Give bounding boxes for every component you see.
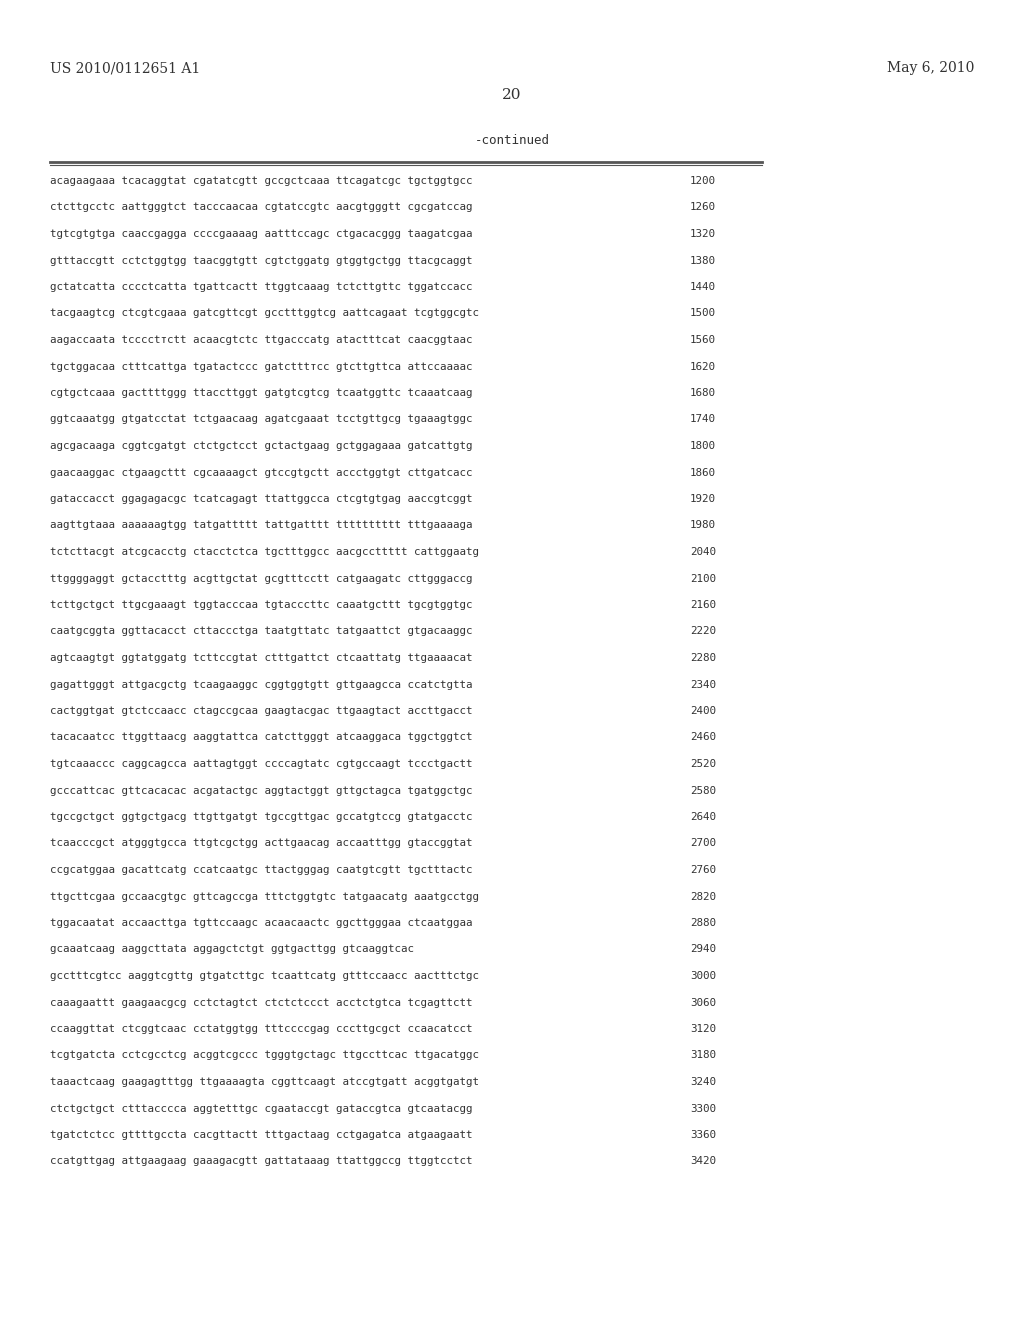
Text: May 6, 2010: May 6, 2010 (887, 61, 974, 75)
Text: tacacaatcc ttggttaacg aaggtattca catcttgggt atcaaggaca tggctggtct: tacacaatcc ttggttaacg aaggtattca catcttg… (50, 733, 472, 742)
Text: 1200: 1200 (690, 176, 716, 186)
Text: 20: 20 (502, 88, 522, 102)
Text: tgtcaaaccc caggcagcca aattagtggt ccccagtatc cgtgccaagt tccctgactt: tgtcaaaccc caggcagcca aattagtggt ccccagt… (50, 759, 472, 770)
Text: caaagaattt gaagaacgcg cctctagtct ctctctccct acctctgtca tcgagttctt: caaagaattt gaagaacgcg cctctagtct ctctctc… (50, 998, 472, 1007)
Text: ctctgctgct ctttacccca aggtetttgc cgaataccgt gataccgtca gtcaatacgg: ctctgctgct ctttacccca aggtetttgc cgaatac… (50, 1104, 472, 1114)
Text: tgccgctgct ggtgctgacg ttgttgatgt tgccgttgac gccatgtccg gtatgacctc: tgccgctgct ggtgctgacg ttgttgatgt tgccgtt… (50, 812, 472, 822)
Text: 2940: 2940 (690, 945, 716, 954)
Text: 2580: 2580 (690, 785, 716, 796)
Text: 1440: 1440 (690, 282, 716, 292)
Text: tctcttacgt atcgcacctg ctacctctca tgctttggcc aacgccttttt cattggaatg: tctcttacgt atcgcacctg ctacctctca tgctttg… (50, 546, 479, 557)
Text: 2280: 2280 (690, 653, 716, 663)
Text: 3060: 3060 (690, 998, 716, 1007)
Text: 1560: 1560 (690, 335, 716, 345)
Text: 2100: 2100 (690, 573, 716, 583)
Text: taaactcaag gaagagtttgg ttgaaaagta cggttcaagt atccgtgatt acggtgatgt: taaactcaag gaagagtttgg ttgaaaagta cggttc… (50, 1077, 479, 1086)
Text: 1380: 1380 (690, 256, 716, 265)
Text: ctcttgcctc aattgggtct tacccaacaa cgtatccgtc aacgtgggtt cgcgatccag: ctcttgcctc aattgggtct tacccaacaa cgtatcc… (50, 202, 472, 213)
Text: 1620: 1620 (690, 362, 716, 371)
Text: tcaacccgct atgggtgcca ttgtcgctgg acttgaacag accaatttgg gtaccggtat: tcaacccgct atgggtgcca ttgtcgctgg acttgaa… (50, 838, 472, 849)
Text: 1800: 1800 (690, 441, 716, 451)
Text: 2700: 2700 (690, 838, 716, 849)
Text: aagaccaata tcccctтctt acaacgtctc ttgacccatg atactttcat caacggtaac: aagaccaata tcccctтctt acaacgtctc ttgaccc… (50, 335, 472, 345)
Text: cgtgctcaaa gacttttggg ttaccttggt gatgtcgtcg tcaatggttc tcaaatcaag: cgtgctcaaa gacttttggg ttaccttggt gatgtcg… (50, 388, 472, 399)
Text: 1920: 1920 (690, 494, 716, 504)
Text: gctatcatta cccctcatta tgattcactt ttggtcaaag tctcttgttc tggatccacc: gctatcatta cccctcatta tgattcactt ttggtca… (50, 282, 472, 292)
Text: gaacaaggac ctgaagcttt cgcaaaagct gtccgtgctt accctggtgt cttgatcacc: gaacaaggac ctgaagcttt cgcaaaagct gtccgtg… (50, 467, 472, 478)
Text: 3180: 3180 (690, 1051, 716, 1060)
Text: 3240: 3240 (690, 1077, 716, 1086)
Text: 1500: 1500 (690, 309, 716, 318)
Text: 1260: 1260 (690, 202, 716, 213)
Text: 2040: 2040 (690, 546, 716, 557)
Text: acagaagaaa tcacaggtat cgatatcgtt gccgctcaaa ttcagatcgc tgctggtgcc: acagaagaaa tcacaggtat cgatatcgtt gccgctc… (50, 176, 472, 186)
Text: caatgcggta ggttacacct cttaccctga taatgttatc tatgaattct gtgacaaggc: caatgcggta ggttacacct cttaccctga taatgtt… (50, 627, 472, 636)
Text: 2220: 2220 (690, 627, 716, 636)
Text: agtcaagtgt ggtatggatg tcttccgtat ctttgattct ctcaattatg ttgaaaacat: agtcaagtgt ggtatggatg tcttccgtat ctttgat… (50, 653, 472, 663)
Text: 3120: 3120 (690, 1024, 716, 1034)
Text: ggtcaaatgg gtgatcctat tctgaacaag agatcgaaat tcctgttgcg tgaaagtggc: ggtcaaatgg gtgatcctat tctgaacaag agatcga… (50, 414, 472, 425)
Text: 2160: 2160 (690, 601, 716, 610)
Text: tacgaagtcg ctcgtcgaaa gatcgttcgt gcctttggtcg aattcagaat tcgtggcgtc: tacgaagtcg ctcgtcgaaa gatcgttcgt gcctttg… (50, 309, 479, 318)
Text: 3300: 3300 (690, 1104, 716, 1114)
Text: 1980: 1980 (690, 520, 716, 531)
Text: 1860: 1860 (690, 467, 716, 478)
Text: 2880: 2880 (690, 917, 716, 928)
Text: 2460: 2460 (690, 733, 716, 742)
Text: 2520: 2520 (690, 759, 716, 770)
Text: 1320: 1320 (690, 228, 716, 239)
Text: gagattgggt attgacgctg tcaagaaggc cggtggtgtt gttgaagcca ccatctgtta: gagattgggt attgacgctg tcaagaaggc cggtggt… (50, 680, 472, 689)
Text: 3420: 3420 (690, 1156, 716, 1167)
Text: 2340: 2340 (690, 680, 716, 689)
Text: 3360: 3360 (690, 1130, 716, 1140)
Text: ttggggaggt gctacctttg acgttgctat gcgtttcctt catgaagatc cttgggaccg: ttggggaggt gctacctttg acgttgctat gcgtttc… (50, 573, 472, 583)
Text: 2820: 2820 (690, 891, 716, 902)
Text: tcttgctgct ttgcgaaagt tggtacccaa tgtacccttc caaatgcttt tgcgtggtgc: tcttgctgct ttgcgaaagt tggtacccaa tgtaccc… (50, 601, 472, 610)
Text: 2640: 2640 (690, 812, 716, 822)
Text: agcgacaaga cggtcgatgt ctctgctcct gctactgaag gctggagaaa gatcattgtg: agcgacaaga cggtcgatgt ctctgctcct gctactg… (50, 441, 472, 451)
Text: tgctggacaa ctttcattga tgatactccc gatctttтcc gtcttgttca attccaaaac: tgctggacaa ctttcattga tgatactccc gatcttt… (50, 362, 472, 371)
Text: tgtcgtgtga caaccgagga ccccgaaaag aatttccagc ctgacacggg taagatcgaa: tgtcgtgtga caaccgagga ccccgaaaag aatttcc… (50, 228, 472, 239)
Text: 1740: 1740 (690, 414, 716, 425)
Text: gataccacct ggagagacgc tcatcagagt ttattggcca ctcgtgtgag aaccgtcggt: gataccacct ggagagacgc tcatcagagt ttattgg… (50, 494, 472, 504)
Text: aagttgtaaa aaaaaagtgg tatgattttt tattgatttt tttttttttt tttgaaaaga: aagttgtaaa aaaaaagtgg tatgattttt tattgat… (50, 520, 472, 531)
Text: tgatctctcc gttttgccta cacgttactt tttgactaag cctgagatca atgaagaatt: tgatctctcc gttttgccta cacgttactt tttgact… (50, 1130, 472, 1140)
Text: ttgcttcgaa gccaacgtgc gttcagccga tttctggtgtc tatgaacatg aaatgcctgg: ttgcttcgaa gccaacgtgc gttcagccga tttctgg… (50, 891, 479, 902)
Text: ccatgttgag attgaagaag gaaagacgtt gattataaag ttattggccg ttggtcctct: ccatgttgag attgaagaag gaaagacgtt gattata… (50, 1156, 472, 1167)
Text: gcctttcgtcc aaggtcgttg gtgatcttgc tcaattcatg gtttccaacc aactttctgc: gcctttcgtcc aaggtcgttg gtgatcttgc tcaatt… (50, 972, 479, 981)
Text: cactggtgat gtctccaacc ctagccgcaa gaagtacgac ttgaagtact accttgacct: cactggtgat gtctccaacc ctagccgcaa gaagtac… (50, 706, 472, 715)
Text: gcccattcac gttcacacac acgatactgc aggtactggt gttgctagca tgatggctgc: gcccattcac gttcacacac acgatactgc aggtact… (50, 785, 472, 796)
Text: tcgtgatcta cctcgcctcg acggtcgccc tgggtgctagc ttgccttcac ttgacatggc: tcgtgatcta cctcgcctcg acggtcgccc tgggtgc… (50, 1051, 479, 1060)
Text: gcaaatcaag aaggcttata aggagctctgt ggtgacttgg gtcaaggtcac: gcaaatcaag aaggcttata aggagctctgt ggtgac… (50, 945, 414, 954)
Text: 1680: 1680 (690, 388, 716, 399)
Text: -continued: -continued (474, 135, 550, 147)
Text: gtttaccgtt cctctggtgg taacggtgtt cgtctggatg gtggtgctgg ttacgcaggt: gtttaccgtt cctctggtgg taacggtgtt cgtctgg… (50, 256, 472, 265)
Text: 2400: 2400 (690, 706, 716, 715)
Text: ccaaggttat ctcggtcaac cctatggtgg tttccccgag cccttgcgct ccaacatcct: ccaaggttat ctcggtcaac cctatggtgg tttcccc… (50, 1024, 472, 1034)
Text: ccgcatggaa gacattcatg ccatcaatgc ttactgggag caatgtcgtt tgctttactc: ccgcatggaa gacattcatg ccatcaatgc ttactgg… (50, 865, 472, 875)
Text: tggacaatat accaacttga tgttccaagc acaacaactc ggcttgggaa ctcaatggaa: tggacaatat accaacttga tgttccaagc acaacaa… (50, 917, 472, 928)
Text: 2760: 2760 (690, 865, 716, 875)
Text: US 2010/0112651 A1: US 2010/0112651 A1 (50, 61, 201, 75)
Text: 3000: 3000 (690, 972, 716, 981)
